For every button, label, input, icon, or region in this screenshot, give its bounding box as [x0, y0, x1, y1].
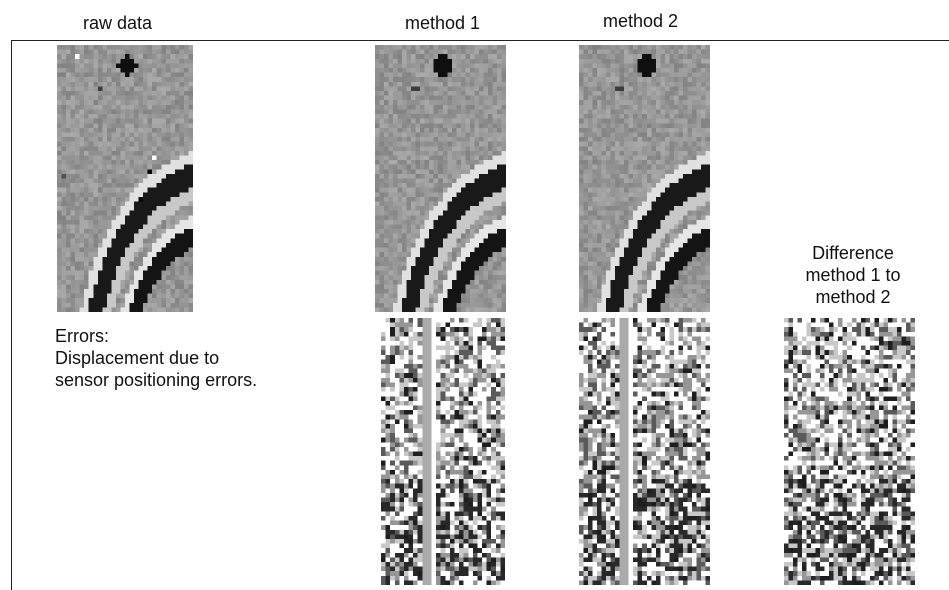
method-2-header: method 2	[603, 11, 679, 31]
method-2-error-map	[579, 318, 710, 585]
raw-data-header: raw data	[83, 13, 153, 33]
method-1-header: method 1	[405, 13, 481, 33]
errors-description: Errors: Displacement due to sensor posit…	[55, 325, 257, 391]
difference-label-line-3: method 2	[815, 287, 891, 307]
method-1-image	[375, 45, 506, 312]
frame-left-border	[11, 40, 12, 590]
method-2-image	[579, 45, 710, 312]
difference-label-line-2: method 1 to	[805, 265, 901, 285]
method-1-error-map	[381, 318, 505, 585]
errors-line-1: Displacement due to	[55, 348, 220, 368]
raw-data-image	[57, 45, 193, 312]
errors-title: Errors:	[55, 326, 109, 346]
frame-top-border	[11, 40, 949, 41]
difference-error-map	[784, 318, 915, 585]
errors-line-2: sensor positioning errors.	[55, 370, 258, 390]
difference-label-line-1: Difference	[812, 243, 894, 263]
difference-label: Difference method 1 to method 2	[778, 242, 928, 308]
